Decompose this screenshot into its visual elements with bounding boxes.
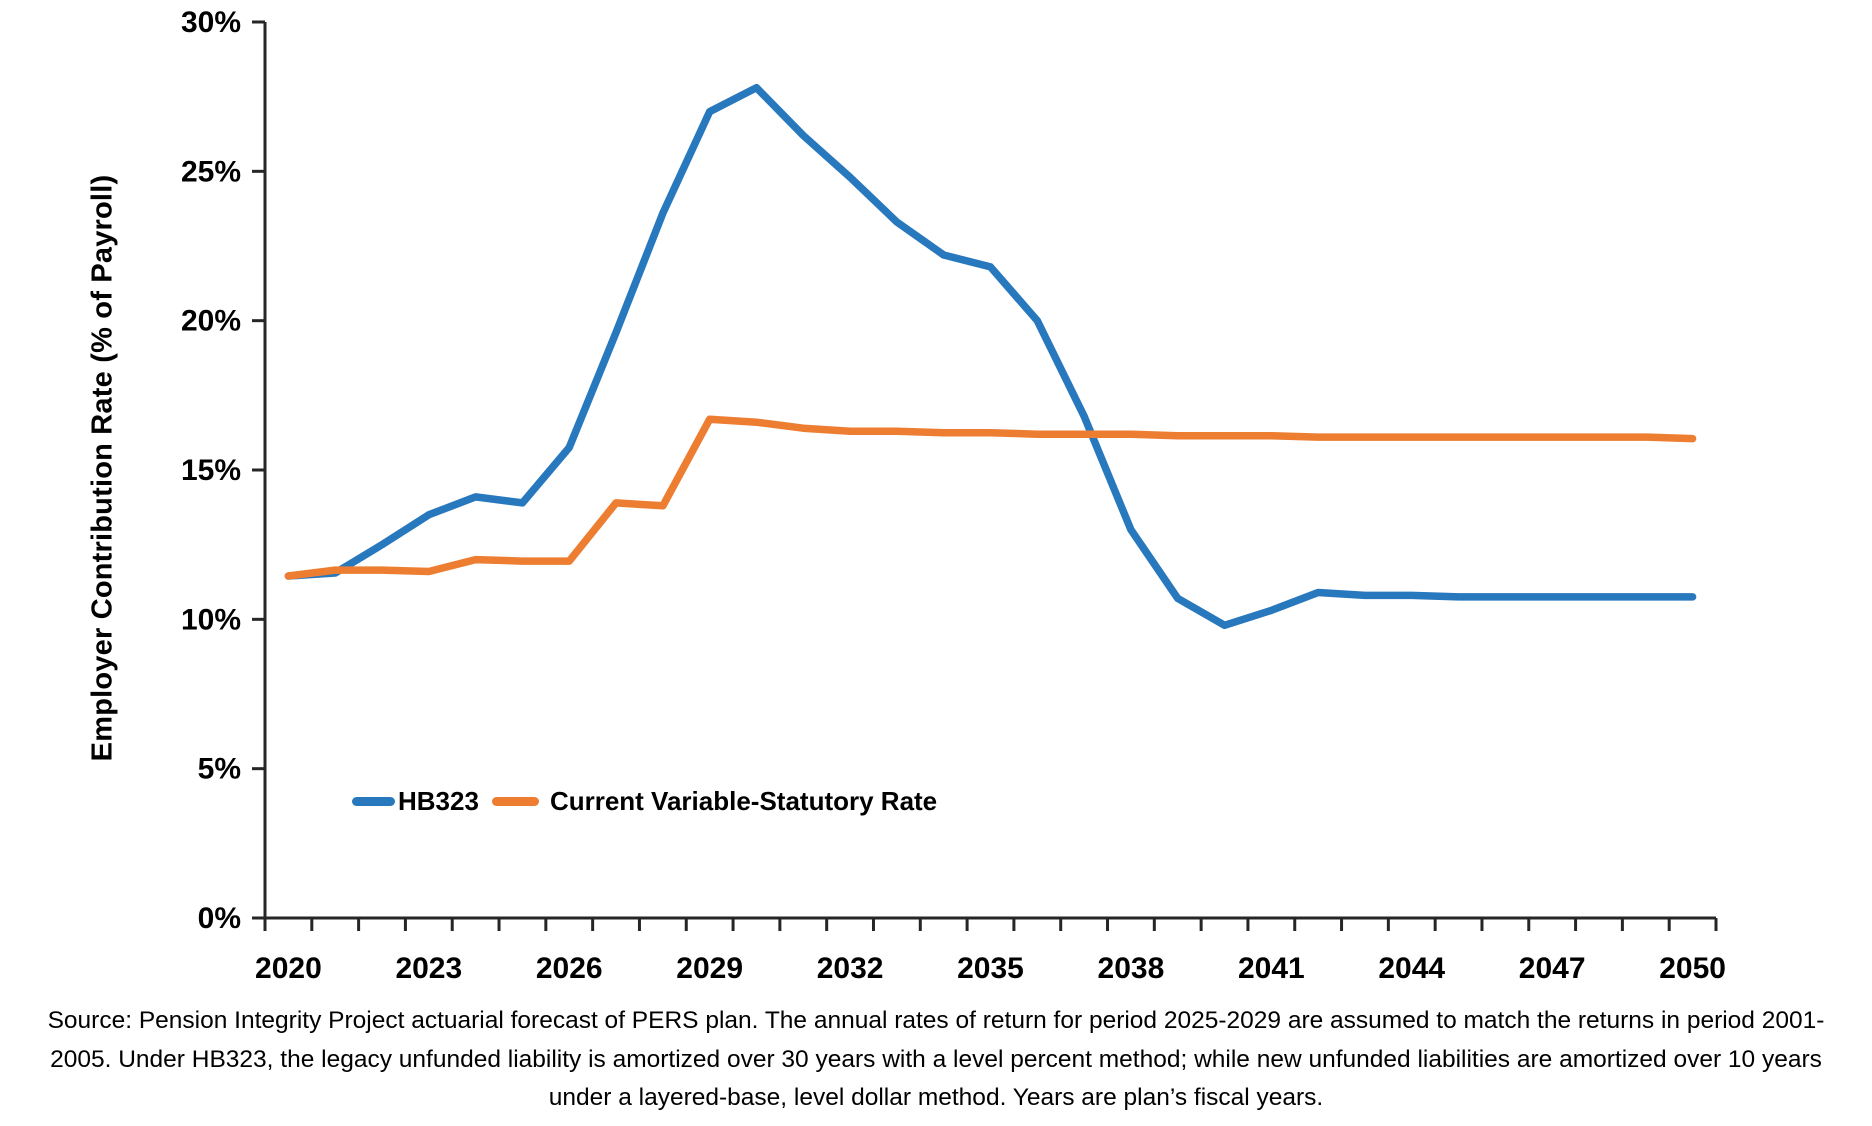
y-tick-label: 10% <box>181 603 241 636</box>
y-tick-label: 5% <box>198 753 241 786</box>
current-rate-legend-label: Current Variable-Statutory Rate <box>549 786 938 816</box>
x-tick-label: 2041 <box>1238 952 1305 985</box>
y-tick-label: 0% <box>198 902 241 935</box>
hb323-legend-swatch-icon <box>352 797 395 806</box>
series-line-1 <box>284 415 1697 580</box>
source-caption-line-1: Source: Pension Integrity Project actuar… <box>47 1007 1825 1034</box>
y-tick-label: 25% <box>181 155 241 188</box>
legend-item-hb323: HB323 <box>352 786 479 817</box>
x-tick-label: 2020 <box>255 952 322 985</box>
x-tick-label: 2026 <box>536 952 603 985</box>
x-tick-label: 2023 <box>395 952 462 985</box>
y-tick-label: 20% <box>181 305 241 338</box>
source-caption-line-2: 2005. Under HB323, the legacy unfunded l… <box>50 1045 1822 1073</box>
y-tick-label: 30% <box>181 6 241 39</box>
x-tick-label: 2038 <box>1098 952 1165 985</box>
x-tick-label: 2032 <box>817 952 884 985</box>
hb323-legend-label: HB323 <box>398 786 479 816</box>
x-tick-label: 2029 <box>676 952 743 985</box>
series-line-0 <box>284 83 1697 630</box>
x-tick-label: 2047 <box>1519 952 1586 985</box>
source-caption: Source: Pension Integrity Project actuar… <box>0 1002 1872 1118</box>
y-axis-title: Employer Contribution Rate (% of Payroll… <box>86 174 119 762</box>
legend-item-current-rate: Current Variable-Statutory Rate <box>491 786 938 817</box>
x-tick-label: 2035 <box>957 952 1024 985</box>
x-tick-label: 2044 <box>1378 952 1445 985</box>
source-caption-line-3: under a layered-base, level dollar metho… <box>548 1084 1324 1111</box>
x-tick-label: 2050 <box>1659 952 1726 985</box>
y-tick-label: 15% <box>181 454 241 487</box>
current-rate-legend-swatch-icon <box>491 797 539 806</box>
legend: HB323 Current Variable-Statutory Rate <box>352 786 937 817</box>
